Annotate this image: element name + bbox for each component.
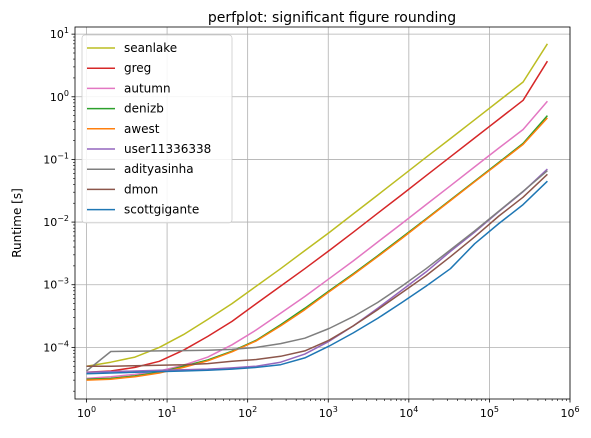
series-line-user11336338 (86, 168, 548, 374)
series-line-dmon (86, 173, 548, 367)
legend-label: autumn (124, 81, 171, 95)
x-tick-label: 103 (319, 405, 338, 420)
x-tick-label: 101 (158, 405, 177, 420)
y-tick-label: 101 (50, 26, 69, 41)
x-tick-label: 100 (77, 405, 96, 420)
legend-label: adityasinha (124, 162, 194, 176)
legend: seanlake greg autumn denizb awest user1133633… (81, 34, 233, 224)
y-tick-label: 10−3 (43, 277, 69, 292)
y-tick-label: 10−1 (43, 151, 69, 166)
legend-label: scottgigante (124, 203, 199, 217)
legend-label: awest (124, 122, 160, 136)
plot-frame (74, 26, 571, 400)
legend-label: denizb (124, 102, 164, 116)
y-tick-label: 10−2 (43, 214, 69, 229)
legend-label: seanlake (124, 41, 177, 55)
series-line-seanlake (86, 43, 549, 367)
x-tick-label: 105 (480, 405, 499, 420)
chart-title: perfplot: significant figure rounding (208, 10, 456, 26)
series-line-scottgigante (86, 180, 548, 375)
legend-label: greg (124, 61, 151, 75)
series-line-greg (86, 60, 549, 374)
series-line-adityasinha (86, 170, 548, 372)
series-layer (86, 43, 549, 381)
y-axis-label: Runtime [s] (10, 188, 24, 258)
x-tick-label: 104 (399, 405, 418, 420)
legend-label: dmon (124, 182, 158, 196)
x-tick-label: 102 (238, 405, 257, 420)
y-tick-label: 100 (50, 89, 69, 104)
legend-label: user11336338 (124, 142, 211, 156)
legend-box (81, 34, 233, 224)
x-tick-label: 106 (560, 405, 579, 420)
y-tick-label: 10−4 (43, 339, 69, 354)
